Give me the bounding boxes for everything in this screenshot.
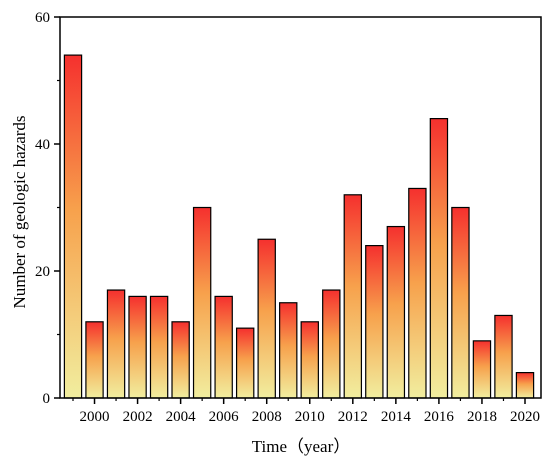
x-tick-label: 2004: [166, 409, 197, 425]
bar-2013: [365, 245, 384, 399]
x-tick-label: 2012: [338, 409, 368, 425]
bar-2007: [235, 327, 255, 399]
x-tick-label: 2016: [424, 409, 455, 425]
bar-2001: [106, 289, 126, 399]
bar-2012: [343, 194, 363, 399]
x-tick-label: 2008: [252, 409, 282, 425]
bar-2008: [257, 238, 276, 399]
bar-2019: [494, 314, 513, 399]
bar-2015: [408, 187, 427, 399]
x-tick-label: 2002: [123, 409, 153, 425]
y-tick-label: 40: [35, 137, 50, 153]
y-tick-label: 0: [43, 391, 51, 407]
bar-2011: [322, 289, 341, 399]
bar-2016: [429, 117, 449, 399]
bar-2006: [214, 295, 233, 399]
bar-2010: [300, 321, 319, 399]
x-tick-label: 2020: [510, 409, 540, 425]
bar-2009: [279, 302, 298, 399]
x-tick-label: 2000: [80, 409, 110, 425]
bar-2020: [515, 372, 535, 399]
bar-2000: [85, 321, 104, 399]
y-axis-label: Number of geologic hazards: [10, 115, 29, 308]
bar-2004: [171, 321, 190, 399]
bar-2005: [192, 206, 212, 399]
bar-2003: [149, 295, 169, 399]
bar-2002: [128, 295, 147, 399]
bar-2014: [386, 225, 406, 399]
y-tick-label: 20: [35, 264, 50, 280]
y-ticks: 0 20 40 60: [35, 10, 60, 407]
x-tick-label: 2014: [381, 409, 412, 425]
x-axis-label: Time（year）: [252, 437, 351, 456]
y-tick-label: 60: [35, 10, 50, 26]
x-tick-label: 2010: [295, 409, 325, 425]
x-tick-label: 2006: [209, 409, 240, 425]
x-tick-label: 2018: [467, 409, 497, 425]
x-ticks: 2000 2002 2004 2006 2008 2010 2012 2014 2016 2018…: [72, 398, 540, 425]
bar-1999: [63, 54, 83, 399]
bar-2017: [451, 206, 470, 399]
bars-layer: [63, 54, 535, 399]
bar-2018: [472, 340, 492, 399]
